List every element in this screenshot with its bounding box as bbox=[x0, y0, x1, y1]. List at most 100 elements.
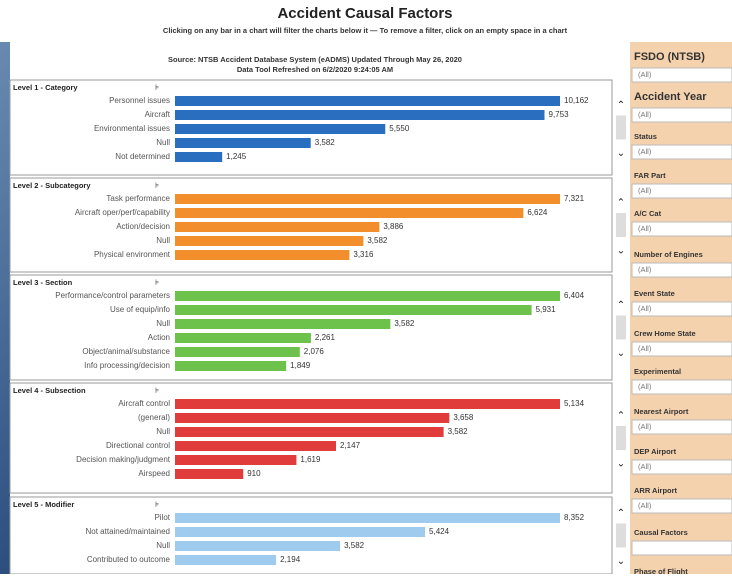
sort-icon: ⊧ bbox=[155, 83, 159, 92]
filter-label: FSDO (NTSB) bbox=[634, 51, 705, 63]
scroll-up[interactable]: ⌃ bbox=[617, 300, 625, 311]
value-label: 3,658 bbox=[453, 413, 474, 422]
filter-value[interactable]: (All) bbox=[638, 110, 652, 119]
value-label: 3,582 bbox=[394, 319, 415, 328]
filter-box[interactable] bbox=[632, 541, 732, 555]
bar bbox=[175, 541, 340, 551]
scroll-down[interactable]: ⌄ bbox=[617, 246, 625, 257]
filter-label: ARR Airport bbox=[634, 486, 678, 495]
filter-label: Experimental bbox=[634, 367, 681, 376]
scroll-down[interactable]: ⌄ bbox=[617, 556, 625, 567]
filter-label: FAR Part bbox=[634, 171, 666, 180]
bar bbox=[175, 413, 449, 423]
source-line: Data Tool Refreshed on 6/2/2020 9:24:05 … bbox=[237, 65, 393, 74]
bar bbox=[175, 361, 286, 371]
filter-label: A/C Cat bbox=[634, 209, 662, 218]
scroll-down[interactable]: ⌄ bbox=[617, 348, 625, 359]
sort-icon: ⊧ bbox=[155, 181, 159, 190]
category-label: Task performance bbox=[106, 194, 170, 203]
bar bbox=[175, 513, 560, 523]
scroll-down[interactable]: ⌄ bbox=[617, 148, 625, 159]
bar bbox=[175, 527, 425, 537]
value-label: 3,582 bbox=[344, 541, 365, 550]
value-label: 9,753 bbox=[549, 110, 570, 119]
category-label: (general) bbox=[138, 413, 170, 422]
value-label: 3,316 bbox=[353, 250, 374, 259]
category-label: Decision making/judgment bbox=[76, 455, 171, 464]
bar bbox=[175, 455, 296, 465]
value-label: 5,134 bbox=[564, 399, 585, 408]
page: Accident Causal Factors Clicking on any … bbox=[0, 0, 732, 574]
sort-icon: ⊧ bbox=[155, 500, 159, 509]
scroll-up[interactable]: ⌃ bbox=[617, 100, 625, 111]
filter-label: Event State bbox=[634, 289, 675, 298]
filter-value[interactable]: (All) bbox=[638, 382, 652, 391]
category-label: Performance/control parameters bbox=[55, 291, 170, 300]
filter-value[interactable]: (All) bbox=[638, 422, 652, 431]
dashboard: Accident Causal Factors Clicking on any … bbox=[0, 0, 732, 574]
filter-label: Phase of Flight bbox=[634, 567, 688, 574]
title: Accident Causal Factors bbox=[277, 5, 452, 22]
category-label: Airspeed bbox=[138, 469, 170, 478]
category-label: Null bbox=[156, 541, 170, 550]
category-label: Null bbox=[156, 138, 170, 147]
filter-value[interactable]: (All) bbox=[638, 265, 652, 274]
sort-icon: ⊧ bbox=[155, 278, 159, 287]
category-label: Null bbox=[156, 319, 170, 328]
category-label: Not attained/maintained bbox=[86, 527, 171, 536]
value-label: 7,321 bbox=[564, 194, 585, 203]
scroll-track bbox=[616, 316, 626, 340]
value-label: 2,147 bbox=[340, 441, 361, 450]
category-label: Info processing/decision bbox=[84, 361, 170, 370]
value-label: 5,550 bbox=[389, 124, 410, 133]
value-label: 5,424 bbox=[429, 527, 450, 536]
sort-icon: ⊧ bbox=[155, 386, 159, 395]
value-label: 8,352 bbox=[564, 513, 585, 522]
filter-label: DEP Airport bbox=[634, 447, 677, 456]
filter-value[interactable]: (All) bbox=[638, 344, 652, 353]
bar bbox=[175, 138, 311, 148]
bar bbox=[175, 96, 560, 106]
filter-value[interactable]: (All) bbox=[638, 147, 652, 156]
filter-value[interactable]: (All) bbox=[638, 186, 652, 195]
category-label: Contributed to outcome bbox=[87, 555, 171, 564]
filter-value[interactable]: (All) bbox=[638, 501, 652, 510]
panel-title: Level 3 - Section bbox=[13, 278, 73, 287]
scroll-track bbox=[616, 213, 626, 237]
value-label: 10,162 bbox=[564, 96, 589, 105]
scroll-up[interactable]: ⌃ bbox=[617, 198, 625, 209]
value-label: 6,624 bbox=[527, 208, 548, 217]
scroll-track bbox=[616, 426, 626, 450]
scroll-up[interactable]: ⌃ bbox=[617, 508, 625, 519]
value-label: 2,194 bbox=[280, 555, 301, 564]
category-label: Null bbox=[156, 236, 170, 245]
filter-label: Status bbox=[634, 132, 657, 141]
bar bbox=[175, 124, 385, 134]
category-label: Personnel issues bbox=[109, 96, 170, 105]
filter-value[interactable]: (All) bbox=[638, 70, 652, 79]
value-label: 2,076 bbox=[304, 347, 325, 356]
bar bbox=[175, 347, 300, 357]
filter-value[interactable]: (All) bbox=[638, 304, 652, 313]
filter-label: Causal Factors bbox=[634, 528, 688, 537]
bar bbox=[175, 399, 560, 409]
scroll-up[interactable]: ⌃ bbox=[617, 411, 625, 422]
value-label: 3,886 bbox=[383, 222, 404, 231]
filter-value[interactable]: (All) bbox=[638, 224, 652, 233]
value-label: 5,931 bbox=[536, 305, 557, 314]
category-label: Physical environment bbox=[94, 250, 171, 259]
category-label: Directional control bbox=[106, 441, 170, 450]
category-label: Not determined bbox=[115, 152, 170, 161]
filter-value[interactable]: (All) bbox=[638, 462, 652, 471]
bar bbox=[175, 110, 545, 120]
scroll-track bbox=[616, 524, 626, 548]
bar bbox=[175, 291, 560, 301]
bar bbox=[175, 194, 560, 204]
category-label: Action/decision bbox=[116, 222, 170, 231]
category-label: Pilot bbox=[154, 513, 170, 522]
scroll-down[interactable]: ⌄ bbox=[617, 459, 625, 470]
bar bbox=[175, 208, 523, 218]
bar bbox=[175, 250, 349, 260]
value-label: 3,582 bbox=[448, 427, 469, 436]
bar bbox=[175, 222, 379, 232]
